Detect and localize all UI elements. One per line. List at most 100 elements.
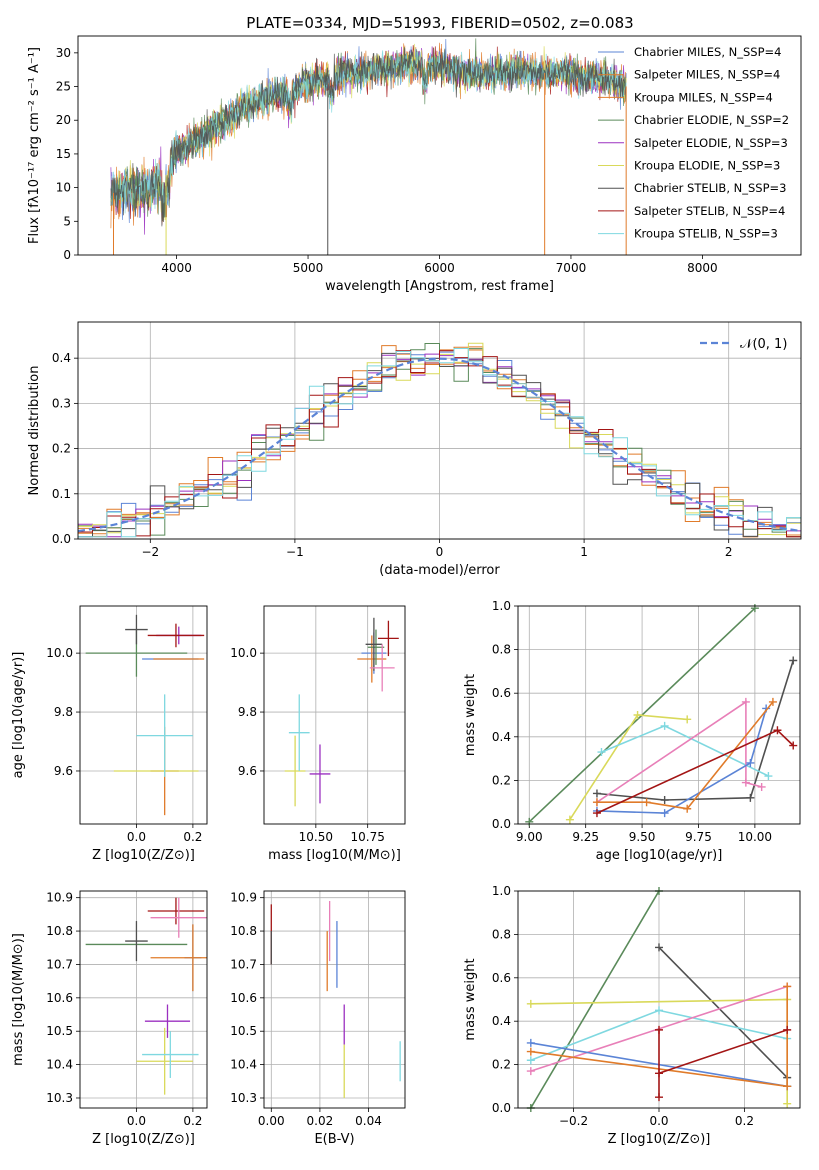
x-tick-label: 0.0	[127, 1114, 146, 1128]
y-tick-label: 9.6	[238, 764, 257, 778]
series-marker	[526, 1047, 535, 1056]
y-tick-label: 10.9	[46, 891, 73, 905]
series-line	[658, 1029, 788, 1098]
series-marker	[741, 697, 750, 706]
x-tick-label: 4000	[161, 261, 192, 275]
y-tick-label: 0.4	[492, 730, 511, 744]
series-line	[596, 708, 767, 814]
series-marker	[642, 798, 651, 807]
series-marker	[660, 809, 669, 818]
y-axis-label: Normed distribution	[27, 366, 42, 496]
y-tick-label: 0.1	[52, 487, 71, 501]
legend-entry: Chabrier ELODIE, N_SSP=2	[634, 113, 789, 127]
y-axis-label: Flux [fλ10⁻¹⁷ erg cm⁻² s⁻¹ A⁻¹]	[27, 47, 42, 244]
y-tick-label: 25	[56, 80, 71, 94]
x-axis-label: E(B-V)	[314, 1132, 354, 1147]
y-tick-label: 10.4	[230, 1058, 257, 1072]
x-axis-label: wavelength [Angstrom, rest frame]	[325, 279, 554, 294]
y-tick-label: 0.8	[492, 927, 511, 941]
axes-frame	[79, 605, 208, 825]
x-tick-label: 10.75	[350, 830, 384, 844]
x-axis-label: (data-model)/error	[379, 563, 500, 578]
x-tick-label: 0.0	[127, 830, 146, 844]
y-tick-label: 9.8	[54, 705, 73, 719]
series-marker	[746, 758, 755, 767]
y-axis-label: mass weight	[463, 958, 478, 1040]
axes-frame	[79, 890, 208, 1109]
x-tick-label: 0.02	[307, 1114, 334, 1128]
y-tick-label: 5	[63, 214, 71, 228]
series-marker	[526, 1038, 535, 1047]
legend-entry: Kroupa ELODIE, N_SSP=3	[634, 159, 780, 173]
series-marker	[592, 798, 601, 807]
series-marker	[526, 1067, 535, 1076]
y-tick-label: 9.8	[238, 705, 257, 719]
series-marker	[764, 772, 773, 781]
x-tick-label: 9.50	[629, 830, 656, 844]
x-axis-label: Z [log10(Z/Z⊙)]	[92, 1132, 195, 1147]
series-marker	[683, 804, 692, 813]
x-tick-label: −2	[141, 545, 159, 559]
x-tick-label: 9.75	[685, 830, 712, 844]
y-tick-label: 0.0	[52, 532, 71, 546]
age-vs-mass-panel: 10.50 10.75 9.6 9.8 10.0 mass [log10(M/M⊙)]	[230, 605, 406, 863]
x-tick-label: 9.00	[516, 830, 543, 844]
axes-frame	[263, 605, 406, 825]
y-tick-label: 15	[56, 147, 71, 161]
y-tick-label: 10.7	[230, 957, 257, 971]
y-tick-label: 10.9	[230, 891, 257, 905]
spectrum-panel: 4000 5000 6000 7000 8000 0 5 10 15 20 25 30 waveleng…	[27, 35, 802, 294]
y-tick-label: 0.8	[492, 643, 511, 657]
series-marker	[660, 796, 669, 805]
x-tick-label: −0.2	[559, 1114, 588, 1128]
age-vs-metallicity-panel: 0.0 0.2 9.6 9.8 10.0 Z [log10(Z/Z⊙)] age [log1…	[11, 605, 208, 863]
legend-entry: 𝒩(0, 1)	[740, 337, 787, 352]
x-tick-label: 6000	[424, 261, 455, 275]
x-tick-label: 1	[580, 545, 588, 559]
legend-entry: Chabrier STELIB, N_SSP=3	[634, 181, 786, 195]
x-axis-label: mass [log10(M/M⊙)]	[268, 848, 401, 863]
mass-vs-extinction-panel: 0.00 0.02 0.04 10.3 10.4 10.5 10.6 10.7 10.8 10.9…	[230, 890, 406, 1147]
y-axis-label: mass [log10(M/M⊙)]	[11, 933, 26, 1066]
series-marker	[757, 782, 766, 791]
legend-entry: Salpeter STELIB, N_SSP=4	[634, 204, 785, 218]
y-tick-label: 0	[63, 248, 71, 262]
y-tick-label: 0.2	[492, 773, 511, 787]
y-tick-label: 30	[56, 46, 71, 60]
series-marker	[597, 748, 606, 757]
series-line	[596, 729, 794, 814]
y-tick-label: 10.0	[230, 646, 257, 660]
x-tick-label: 9.25	[572, 830, 599, 844]
x-tick-label: 0	[436, 545, 444, 559]
series-marker	[526, 999, 535, 1008]
series-marker	[655, 943, 663, 952]
x-tick-label: 7000	[556, 261, 587, 275]
y-tick-label: 10.3	[230, 1091, 257, 1105]
residual-histogram-panel: −2 −1 0 1 2 0.0 0.1 0.2 0.3 0.4 (data-model)/error…	[27, 321, 802, 578]
series-marker	[783, 1025, 792, 1034]
y-tick-label: 10.4	[46, 1058, 73, 1072]
y-tick-label: 10.8	[230, 924, 257, 938]
series-marker	[633, 711, 642, 719]
x-axis-label: Z [log10(Z/Z⊙)]	[608, 1132, 711, 1147]
y-tick-label: 0.6	[492, 971, 511, 985]
series-marker	[746, 793, 755, 802]
x-tick-label: 0.00	[258, 1114, 285, 1128]
y-axis-label: age [log10(age/yr)]	[11, 652, 26, 779]
series-line	[596, 700, 762, 803]
y-tick-label: 0.3	[52, 396, 71, 410]
y-tick-label: 10.6	[230, 991, 257, 1005]
axes-frame	[517, 890, 801, 1109]
legend-entry: Kroupa STELIB, N_SSP=3	[634, 227, 778, 241]
x-tick-label: 0.0	[649, 1114, 668, 1128]
axes-frame	[77, 35, 802, 256]
mass-weight-vs-age-panel: 9.00 9.25 9.50 9.75 10.00 0.0 0.2 0.4 0.6 0.8 1.0 a…	[463, 599, 801, 863]
x-axis-label: Z [log10(Z/Z⊙)]	[92, 848, 195, 863]
y-tick-label: 1.0	[492, 884, 511, 898]
y-tick-label: 0.0	[492, 1101, 511, 1115]
series-marker	[592, 789, 601, 798]
x-tick-label: 10.50	[299, 830, 333, 844]
y-tick-label: 10.7	[46, 957, 73, 971]
series-marker	[592, 809, 601, 818]
